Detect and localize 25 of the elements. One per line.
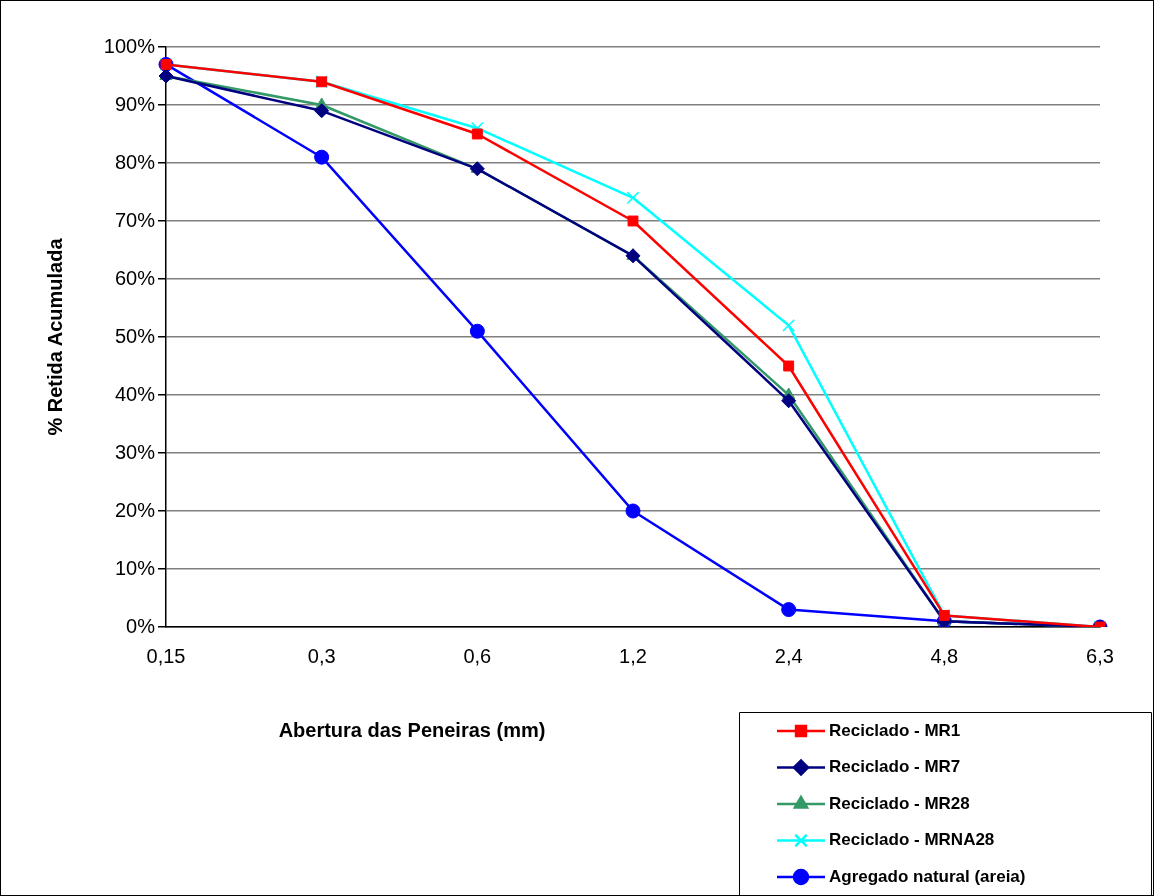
legend-label: Reciclado - MR7 [829, 757, 961, 777]
y-tick-label: 0% [126, 614, 156, 637]
y-tick-label: 10% [114, 556, 156, 579]
y-tick-label: 30% [114, 440, 156, 463]
y-tick-label: 60% [114, 266, 156, 289]
y-axis-title: % Retida Acumulada [43, 237, 66, 436]
x-axis-title: Abertura das Peneiras (mm) [278, 718, 546, 741]
y-tick-label: 80% [114, 150, 156, 173]
y-tick-label: 20% [114, 498, 156, 521]
y-tick-label: 100% [103, 34, 156, 57]
y-tick-label: 50% [114, 324, 156, 347]
y-tick-label: 70% [114, 208, 156, 231]
x-tick-label: 4,8 [930, 644, 959, 667]
legend-label: Reciclado - MRNA28 [829, 830, 995, 850]
legend-label: Reciclado - MR1 [829, 720, 961, 740]
y-tick-label: 90% [114, 92, 156, 115]
x-tick-label: 0,6 [463, 644, 492, 667]
x-tick-label: 0,3 [307, 644, 336, 667]
x-tick-label: 6,3 [1086, 644, 1114, 667]
x-tick-label: 0,15 [146, 644, 186, 667]
x-tick-label: 1,2 [619, 644, 647, 667]
legend-label: Agregado natural (areia) [829, 866, 1026, 886]
legend-label: Reciclado - MR28 [829, 793, 970, 813]
y-tick-label: 40% [114, 382, 156, 405]
x-tick-label: 2,4 [774, 644, 803, 667]
